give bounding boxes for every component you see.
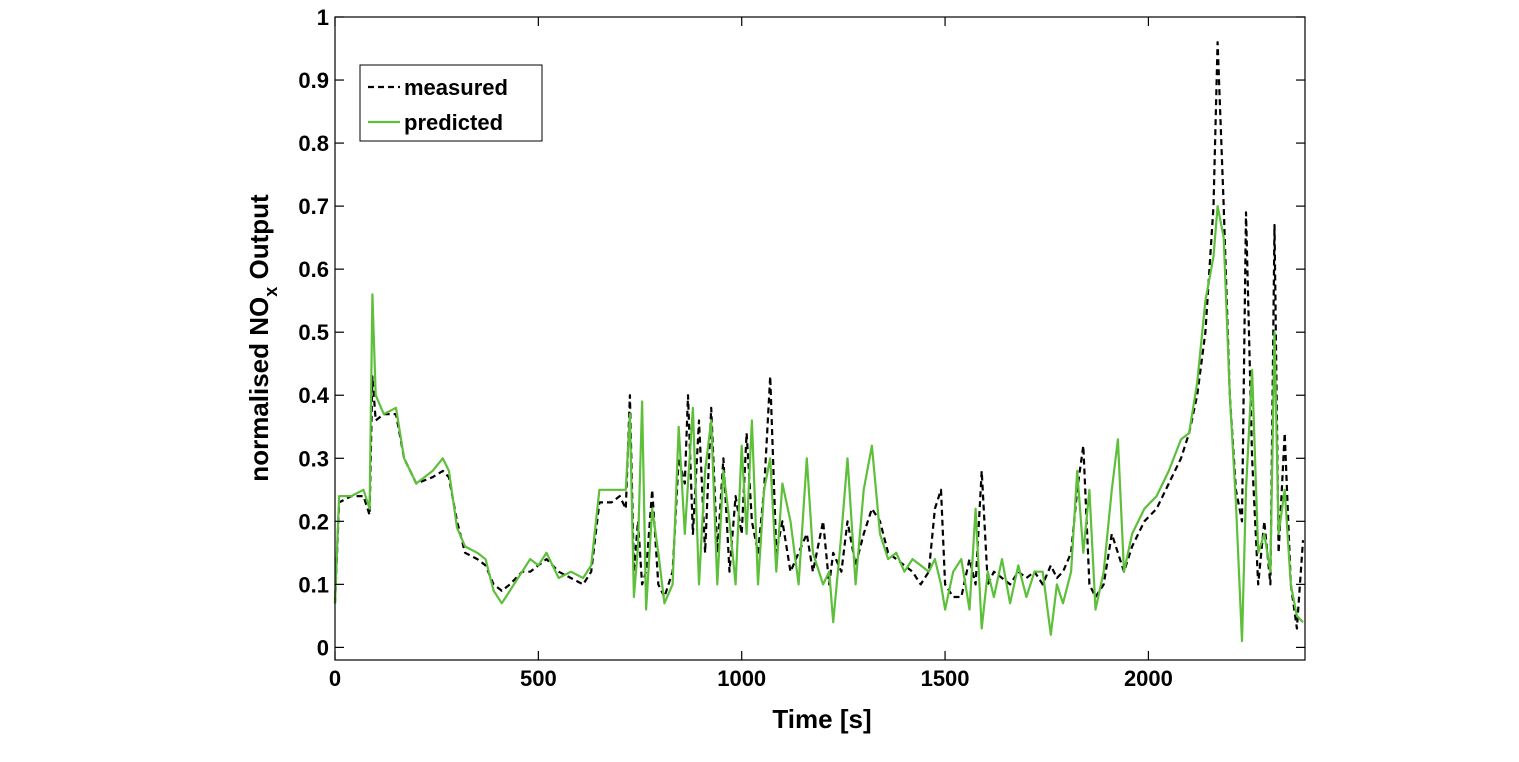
plot-area: 0 500 1000 1500 2000 0 0.1 0.2 0.3 0.4 0.5 0.6 0.7 0.… [298,5,1306,691]
y-tick-label: 1 [317,5,329,30]
legend-label: measured [404,75,508,100]
y-tick-label: 0.4 [298,383,329,408]
y-tick-label: 0.7 [298,194,329,219]
y-label-suffix: Output [244,194,274,287]
axes-box [334,16,1306,661]
y-label-text: normalised NO [244,297,274,482]
y-tick-label: 0.6 [298,257,329,282]
y-tick-label: 0.5 [298,320,329,345]
y-tick-label: 0.3 [298,446,329,471]
y-label-subscript: x [261,287,281,297]
legend-label: predicted [404,110,503,135]
x-tick-label: 0 [329,666,341,691]
y-tick-label: 0.8 [298,131,329,156]
y-tick-label: 0.1 [298,572,329,597]
y-tick-label: 0.2 [298,509,329,534]
y-tick-label: 0 [317,635,329,660]
legend-box [359,64,543,142]
x-tick-label: 1000 [717,666,766,691]
line-predicted [333,205,1304,643]
y-tick-label: 0.9 [298,68,329,93]
x-tick-label: 500 [520,666,557,691]
y-axis-label: normalised NOx Output [244,194,281,482]
x-tick-label: 1500 [921,666,970,691]
x-tick-label: 2000 [1124,666,1173,691]
x-axis-label: Time [s] [772,704,871,734]
